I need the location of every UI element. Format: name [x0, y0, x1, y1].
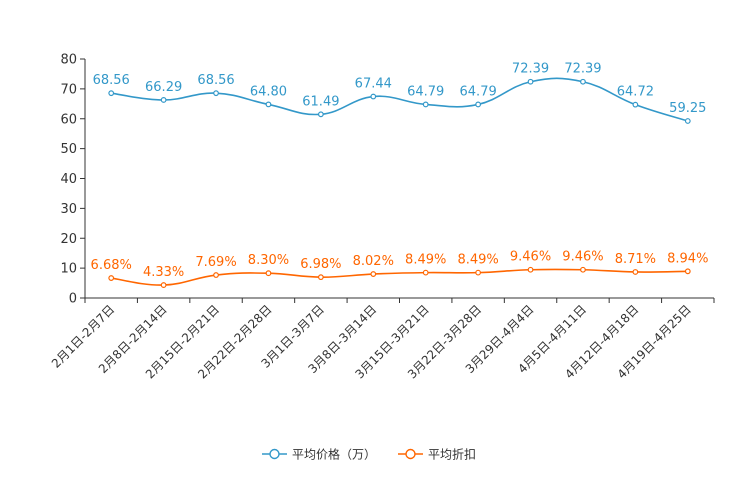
data-label: 4.33% — [143, 265, 184, 280]
axes: 010203040506070802月1日-2月7日2月8日-2月14日2月15… — [49, 53, 715, 382]
data-point — [265, 270, 272, 277]
y-tick-label: 60 — [60, 112, 77, 127]
legend[interactable]: 平均价格（万） 平均折扣 — [262, 447, 476, 462]
y-tick-label: 30 — [60, 202, 77, 217]
data-label: 8.94% — [667, 251, 708, 266]
data-point — [370, 93, 377, 100]
data-label: 72.39 — [564, 62, 601, 77]
data-point — [317, 111, 324, 118]
y-tick-label: 0 — [69, 292, 77, 307]
data-label: 61.49 — [302, 94, 339, 109]
data-label: 64.80 — [250, 84, 287, 99]
data-label: 8.30% — [248, 253, 289, 268]
series-1: 6.68% 4.33% 7.69% 8.30% 6.98% 8.02% 8.49% 8.49%… — [91, 250, 708, 288]
data-point — [580, 78, 586, 85]
data-label: 68.56 — [197, 73, 234, 88]
data-point — [317, 274, 324, 281]
legend-label: 平均价格（万） — [292, 447, 376, 462]
legend-item-0[interactable]: 平均价格（万） — [262, 447, 376, 462]
data-point — [160, 97, 167, 103]
data-point — [580, 266, 586, 273]
y-tick-label: 70 — [60, 82, 77, 97]
data-label: 64.79 — [460, 84, 497, 99]
series-layer: 68.56 66.29 68.56 64.80 61.49 67.44 64.79 64.79… — [91, 62, 708, 288]
data-point — [213, 90, 219, 97]
data-point — [632, 101, 639, 108]
data-point — [370, 271, 377, 277]
data-point — [265, 101, 272, 108]
data-point — [684, 268, 691, 275]
data-label: 59.25 — [669, 101, 706, 116]
data-label: 8.49% — [405, 253, 446, 268]
data-label: 9.46% — [562, 250, 603, 265]
y-tick-label: 50 — [60, 142, 77, 157]
data-label: 64.72 — [617, 85, 654, 100]
legend-marker-icon — [269, 448, 280, 460]
data-label: 6.98% — [300, 257, 341, 272]
series-0: 68.56 66.29 68.56 64.80 61.49 67.44 64.79 64.79… — [93, 62, 706, 124]
data-label: 8.02% — [353, 254, 394, 269]
y-tick-label: 20 — [60, 232, 77, 247]
data-label: 72.39 — [512, 62, 549, 77]
data-point — [527, 266, 534, 273]
y-tick-label: 10 — [60, 262, 77, 277]
y-tick-label: 80 — [60, 53, 77, 68]
data-point — [527, 78, 534, 85]
data-label: 8.71% — [615, 252, 656, 267]
data-point — [422, 269, 429, 276]
data-label: 66.29 — [145, 80, 182, 95]
legend-item-1[interactable]: 平均折扣 — [398, 447, 476, 462]
data-label: 6.68% — [91, 258, 132, 273]
data-label: 67.44 — [355, 77, 392, 92]
y-tick-label: 40 — [60, 172, 77, 187]
data-label: 8.49% — [457, 253, 498, 268]
data-point — [422, 101, 429, 108]
data-point — [108, 275, 115, 281]
data-label: 7.69% — [195, 255, 236, 270]
legend-label: 平均折扣 — [428, 447, 476, 462]
series-line — [111, 77, 689, 122]
data-point — [213, 272, 219, 278]
data-label: 68.56 — [93, 73, 130, 88]
data-point — [160, 282, 167, 288]
data-point — [684, 118, 691, 124]
data-point — [108, 90, 115, 97]
legend-marker-icon — [405, 448, 416, 460]
data-label: 64.79 — [407, 84, 444, 99]
data-label: 9.46% — [510, 250, 551, 265]
series-line — [111, 268, 688, 286]
data-point — [475, 101, 482, 108]
data-point — [632, 269, 639, 275]
data-point — [475, 269, 482, 276]
